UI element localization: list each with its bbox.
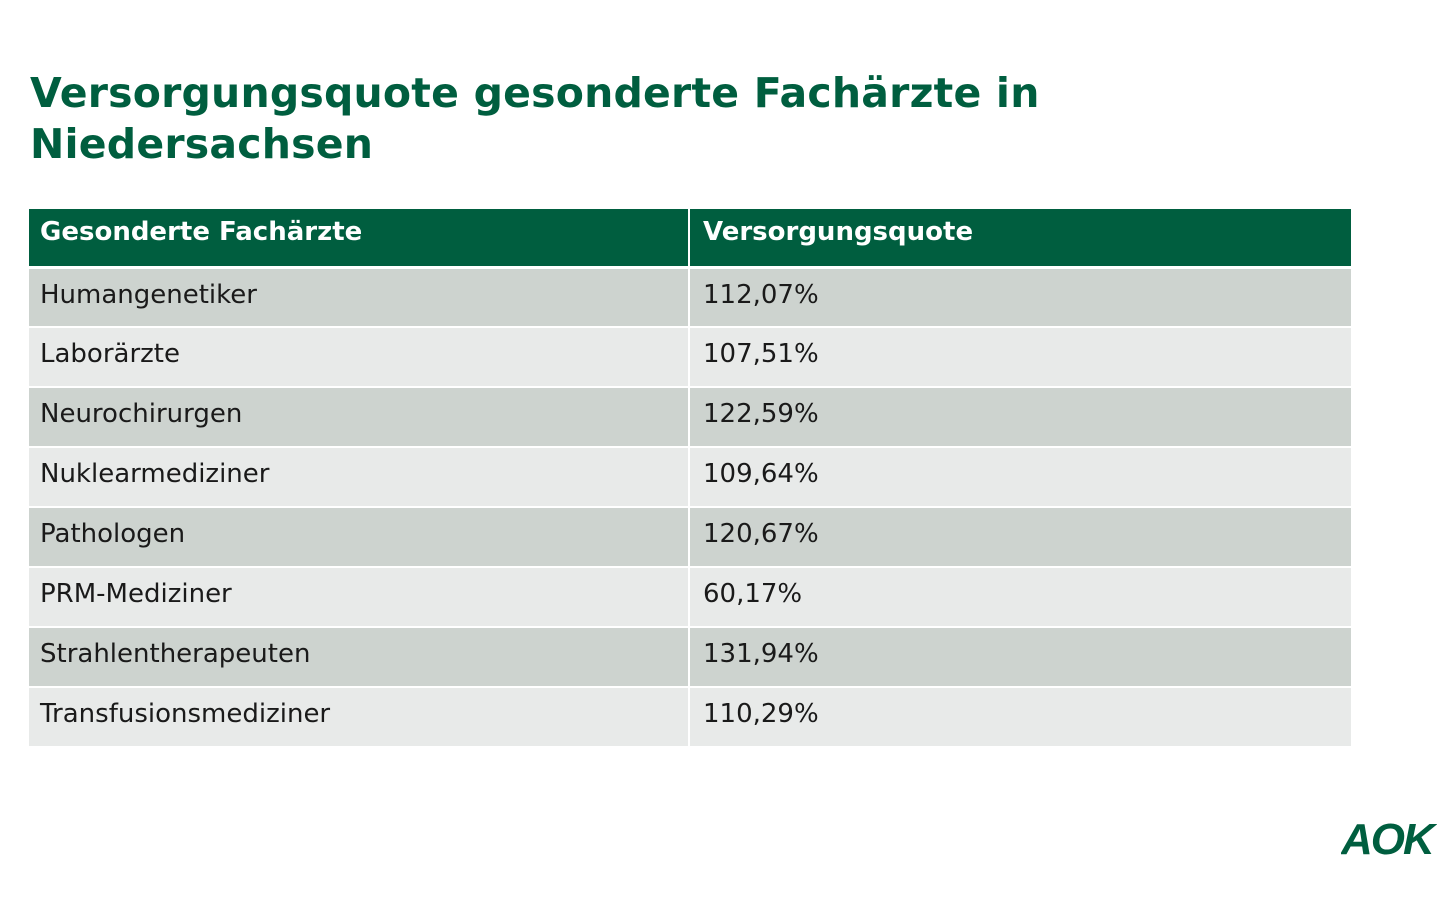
quota-cell: 107,51%	[689, 327, 1351, 388]
table-row: Laborärzte 107,51%	[29, 327, 1351, 388]
specialty-cell: Transfusionsmediziner	[29, 687, 690, 748]
quota-cell: 131,94%	[689, 627, 1351, 688]
table-row: Neurochirurgen 122,59%	[29, 387, 1351, 448]
column-header-fachaerzte: Gesonderte Fachärzte	[29, 209, 690, 269]
quota-cell: 120,67%	[689, 507, 1351, 568]
table-row: Strahlentherapeuten 131,94%	[29, 627, 1351, 688]
specialty-cell: Humangenetiker	[29, 267, 690, 328]
table-row: Pathologen 120,67%	[29, 507, 1351, 568]
specialty-cell: Nuklearmediziner	[29, 447, 690, 508]
specialty-cell: Pathologen	[29, 507, 690, 568]
column-header-versorgungsquote: Versorgungsquote	[689, 209, 1351, 269]
slide-title: Versorgungsquote gesonderte Fachärzte in…	[30, 69, 1040, 168]
table-row: Humangenetiker 112,07%	[29, 267, 1351, 328]
quota-cell: 60,17%	[689, 567, 1351, 628]
specialty-cell: Laborärzte	[29, 327, 690, 388]
table-row: Nuklearmediziner 109,64%	[29, 447, 1351, 508]
specialty-cell: Neurochirurgen	[29, 387, 690, 448]
table-row: PRM-Mediziner 60,17%	[29, 567, 1351, 628]
table-header-row: Gesonderte Fachärzte Versorgungsquote	[29, 209, 1351, 269]
quota-cell: 109,64%	[689, 447, 1351, 508]
quota-cell: 110,29%	[689, 687, 1351, 748]
specialty-cell: PRM-Mediziner	[29, 567, 690, 628]
quota-cell: 112,07%	[689, 267, 1351, 328]
aok-logo: AOK	[1341, 815, 1437, 860]
versorgungsquote-table: Gesonderte Fachärzte Versorgungsquote Hu…	[29, 209, 1351, 748]
table-row: Transfusionsmediziner 110,29%	[29, 687, 1351, 748]
quota-cell: 122,59%	[689, 387, 1351, 448]
aok-logo-text: AOK	[1341, 815, 1437, 860]
specialty-cell: Strahlentherapeuten	[29, 627, 690, 688]
